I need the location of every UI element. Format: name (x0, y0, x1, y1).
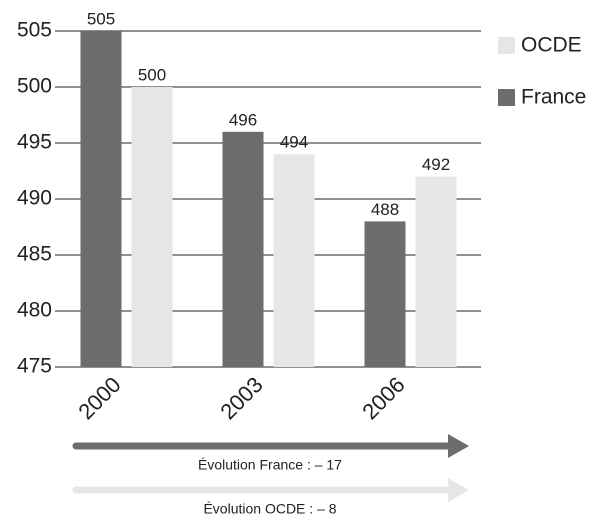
data-label: 505 (87, 9, 115, 28)
y-tick-label: 485 (17, 243, 52, 266)
bar (273, 154, 315, 367)
bar (364, 221, 406, 367)
y-tick-label: 500 (17, 75, 52, 98)
y-tick-label: 495 (17, 131, 52, 154)
annotation: Évolution OCDE : – 8 (203, 501, 336, 517)
arrow-head (448, 434, 469, 458)
x-tick-label: 2006 (357, 372, 409, 424)
legend-swatch (498, 89, 515, 106)
bar (415, 176, 457, 367)
y-tick-label: 505 (17, 19, 52, 42)
arrow-head (448, 478, 469, 502)
y-tick-label: 475 (17, 355, 52, 378)
data-label: 492 (422, 155, 450, 174)
bar (131, 87, 173, 367)
data-label: 500 (138, 65, 166, 84)
data-label: 496 (229, 110, 257, 129)
legend-label: OCDE (521, 34, 582, 57)
bar (80, 31, 122, 367)
data-label: 494 (280, 133, 308, 152)
data-label: 488 (371, 200, 399, 219)
legend-label: France (521, 86, 586, 109)
x-tick-label: 2000 (73, 372, 125, 424)
legend-swatch (498, 37, 515, 54)
x-tick-label: 2003 (215, 372, 267, 424)
annotation: Évolution France : – 17 (198, 457, 342, 473)
y-tick-label: 490 (17, 187, 52, 210)
bar (222, 131, 264, 367)
y-tick-label: 480 (17, 299, 52, 322)
